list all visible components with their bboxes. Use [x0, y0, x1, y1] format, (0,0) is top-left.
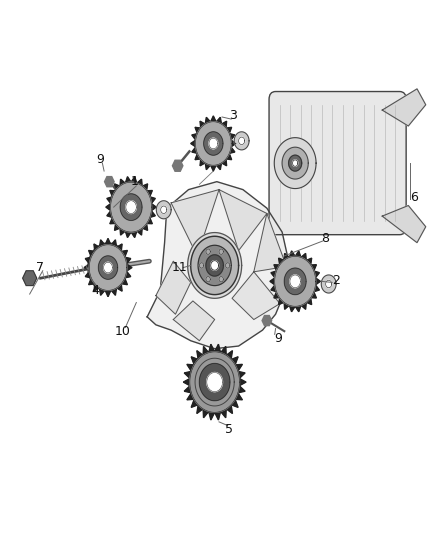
Polygon shape [219, 190, 267, 251]
Polygon shape [209, 138, 218, 149]
Polygon shape [171, 190, 219, 256]
Text: 3: 3 [230, 109, 237, 123]
Polygon shape [147, 182, 289, 349]
Polygon shape [190, 352, 240, 413]
Polygon shape [219, 249, 223, 254]
Polygon shape [184, 344, 246, 420]
Polygon shape [156, 261, 191, 314]
Polygon shape [191, 116, 236, 171]
Polygon shape [239, 137, 245, 144]
Polygon shape [207, 373, 223, 392]
Polygon shape [99, 256, 117, 279]
Polygon shape [254, 214, 286, 272]
Polygon shape [293, 160, 298, 166]
Polygon shape [198, 245, 231, 286]
Polygon shape [232, 272, 280, 319]
Polygon shape [275, 256, 316, 306]
Polygon shape [382, 206, 426, 243]
Polygon shape [195, 122, 231, 165]
Polygon shape [211, 261, 219, 270]
Polygon shape [274, 138, 316, 189]
Text: 2: 2 [332, 274, 339, 287]
Polygon shape [226, 263, 230, 268]
Polygon shape [321, 275, 336, 293]
Polygon shape [219, 277, 223, 282]
Polygon shape [105, 176, 114, 187]
Polygon shape [234, 132, 249, 150]
Text: 6: 6 [410, 191, 418, 204]
Text: 4: 4 [91, 284, 99, 297]
Polygon shape [382, 89, 426, 126]
Polygon shape [126, 201, 136, 214]
Polygon shape [173, 160, 183, 171]
Polygon shape [106, 176, 156, 238]
FancyBboxPatch shape [269, 92, 406, 235]
Text: 10: 10 [114, 325, 131, 338]
Polygon shape [120, 194, 142, 220]
Polygon shape [156, 201, 171, 219]
Polygon shape [23, 271, 37, 286]
Polygon shape [325, 280, 332, 288]
Text: 9: 9 [274, 332, 282, 344]
Polygon shape [191, 236, 239, 295]
Polygon shape [206, 255, 223, 276]
Polygon shape [206, 249, 210, 254]
Polygon shape [262, 316, 272, 326]
Text: 11: 11 [172, 261, 188, 274]
Polygon shape [187, 232, 242, 298]
Polygon shape [204, 132, 223, 155]
Polygon shape [282, 147, 308, 179]
Polygon shape [199, 263, 204, 268]
Polygon shape [161, 206, 167, 214]
Text: 8: 8 [321, 232, 329, 245]
Polygon shape [104, 262, 113, 273]
Polygon shape [270, 251, 321, 312]
Text: 9: 9 [97, 153, 105, 166]
Polygon shape [111, 182, 152, 232]
Polygon shape [290, 275, 300, 288]
Polygon shape [284, 268, 306, 295]
Polygon shape [206, 277, 210, 282]
Polygon shape [84, 238, 132, 297]
Text: 5: 5 [225, 423, 233, 437]
Polygon shape [173, 301, 215, 341]
Text: 1: 1 [130, 175, 138, 188]
Polygon shape [89, 245, 127, 290]
Polygon shape [199, 364, 230, 401]
Text: 7: 7 [35, 261, 44, 274]
Polygon shape [289, 155, 302, 171]
